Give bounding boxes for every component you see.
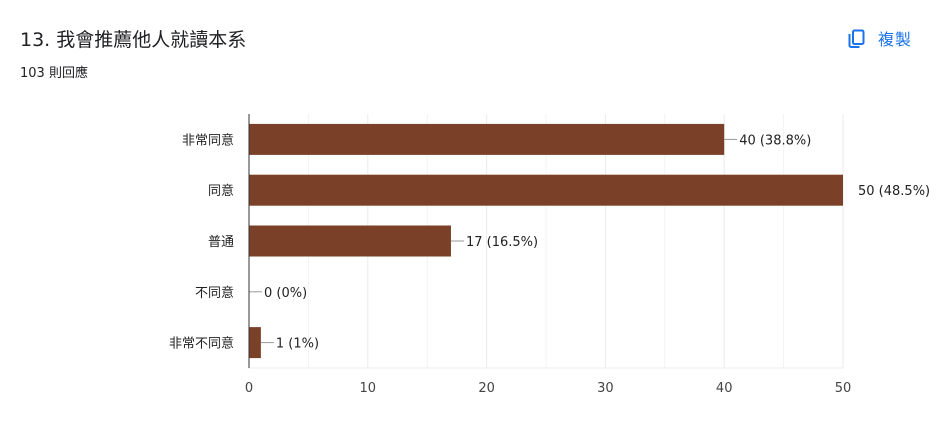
response-count: 103 則回應 (20, 66, 88, 81)
x-tick-label: 20 (478, 381, 495, 396)
category-label: 不同意 (195, 285, 234, 301)
data-label: 17 (16.5%) (466, 235, 538, 250)
x-tick-label: 10 (360, 381, 377, 396)
x-tick-label: 50 (835, 381, 852, 396)
x-tick-label: 30 (597, 381, 614, 396)
copy-button[interactable]: 複製 (836, 20, 920, 56)
data-label: 0 (0%) (264, 286, 307, 301)
category-label: 非常同意 (182, 132, 234, 148)
copy-icon (844, 26, 868, 50)
data-label: 1 (1%) (276, 337, 319, 352)
data-label: 40 (38.8%) (739, 133, 811, 148)
category-label: 普通 (208, 235, 234, 250)
bar (249, 327, 261, 359)
category-label: 非常不同意 (169, 336, 234, 352)
bar (249, 174, 843, 206)
bar (249, 123, 725, 155)
bar (249, 225, 451, 257)
question-title: 13. 我會推薦他人就讀本系 (20, 29, 247, 51)
category-label: 同意 (208, 183, 234, 199)
data-label: 50 (48.5%) (858, 184, 930, 199)
copy-button-label: 複製 (878, 30, 913, 49)
x-tick-label: 40 (716, 381, 733, 396)
x-tick-label: 0 (245, 381, 253, 396)
